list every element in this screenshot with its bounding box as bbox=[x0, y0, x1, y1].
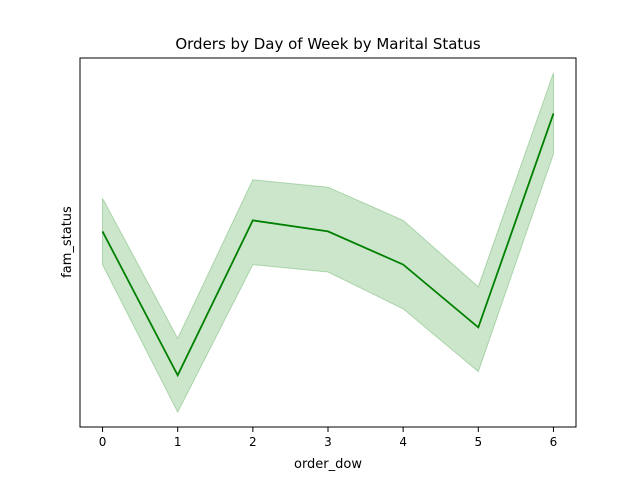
x-axis: 0 1 2 3 4 5 6 bbox=[99, 427, 558, 449]
x-tick-label: 2 bbox=[249, 435, 257, 449]
x-tick-label: 6 bbox=[550, 435, 558, 449]
y-axis-label: fam_status bbox=[60, 206, 75, 278]
x-tick-label: 5 bbox=[474, 435, 482, 449]
x-tick-label: 1 bbox=[174, 435, 182, 449]
chart-title: Orders by Day of Week by Marital Status bbox=[175, 35, 480, 53]
x-tick-label: 3 bbox=[324, 435, 332, 449]
plot-area bbox=[79, 57, 577, 428]
series-line bbox=[101, 113, 555, 378]
x-axis-label: order_dow bbox=[294, 457, 362, 472]
x-tick-label: 4 bbox=[399, 435, 407, 449]
x-tick-label: 0 bbox=[99, 435, 107, 449]
confidence-band bbox=[102, 72, 554, 414]
